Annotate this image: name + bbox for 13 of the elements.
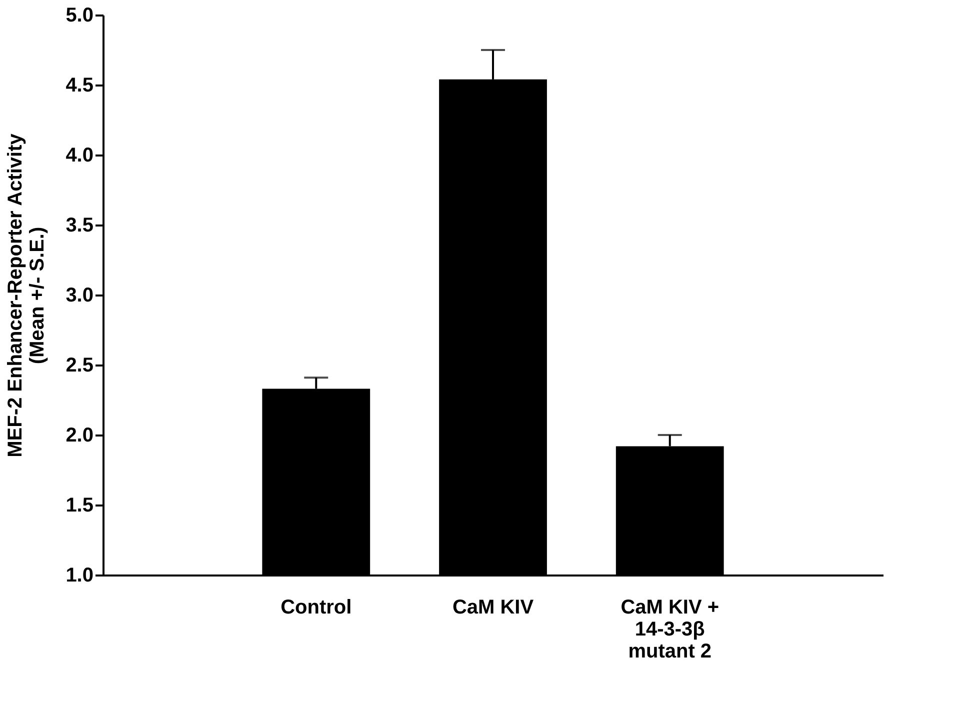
y-tick-label: 1.0 xyxy=(66,564,94,586)
y-tick-label: 1.5 xyxy=(66,494,94,516)
y-axis-title: MEF-2 Enhancer-Reporter Activity (Mean +/- S.E.) xyxy=(4,132,49,458)
y-tick-label: 3.5 xyxy=(66,214,94,236)
y-tick-label: 4.5 xyxy=(66,74,94,96)
x-tick-label: CaM KIV + 14-3-3β mutant 2 xyxy=(620,596,720,662)
x-tick-label: CaM KIV xyxy=(452,596,534,618)
y-tick-label: 2.0 xyxy=(66,424,94,446)
y-tick-label: 4.0 xyxy=(66,144,94,166)
y-tick-label: 2.5 xyxy=(66,354,94,376)
x-tick-label: Control xyxy=(280,596,352,618)
y-tick-label: 5.0 xyxy=(66,4,94,26)
y-tick-label: 3.0 xyxy=(66,284,94,306)
